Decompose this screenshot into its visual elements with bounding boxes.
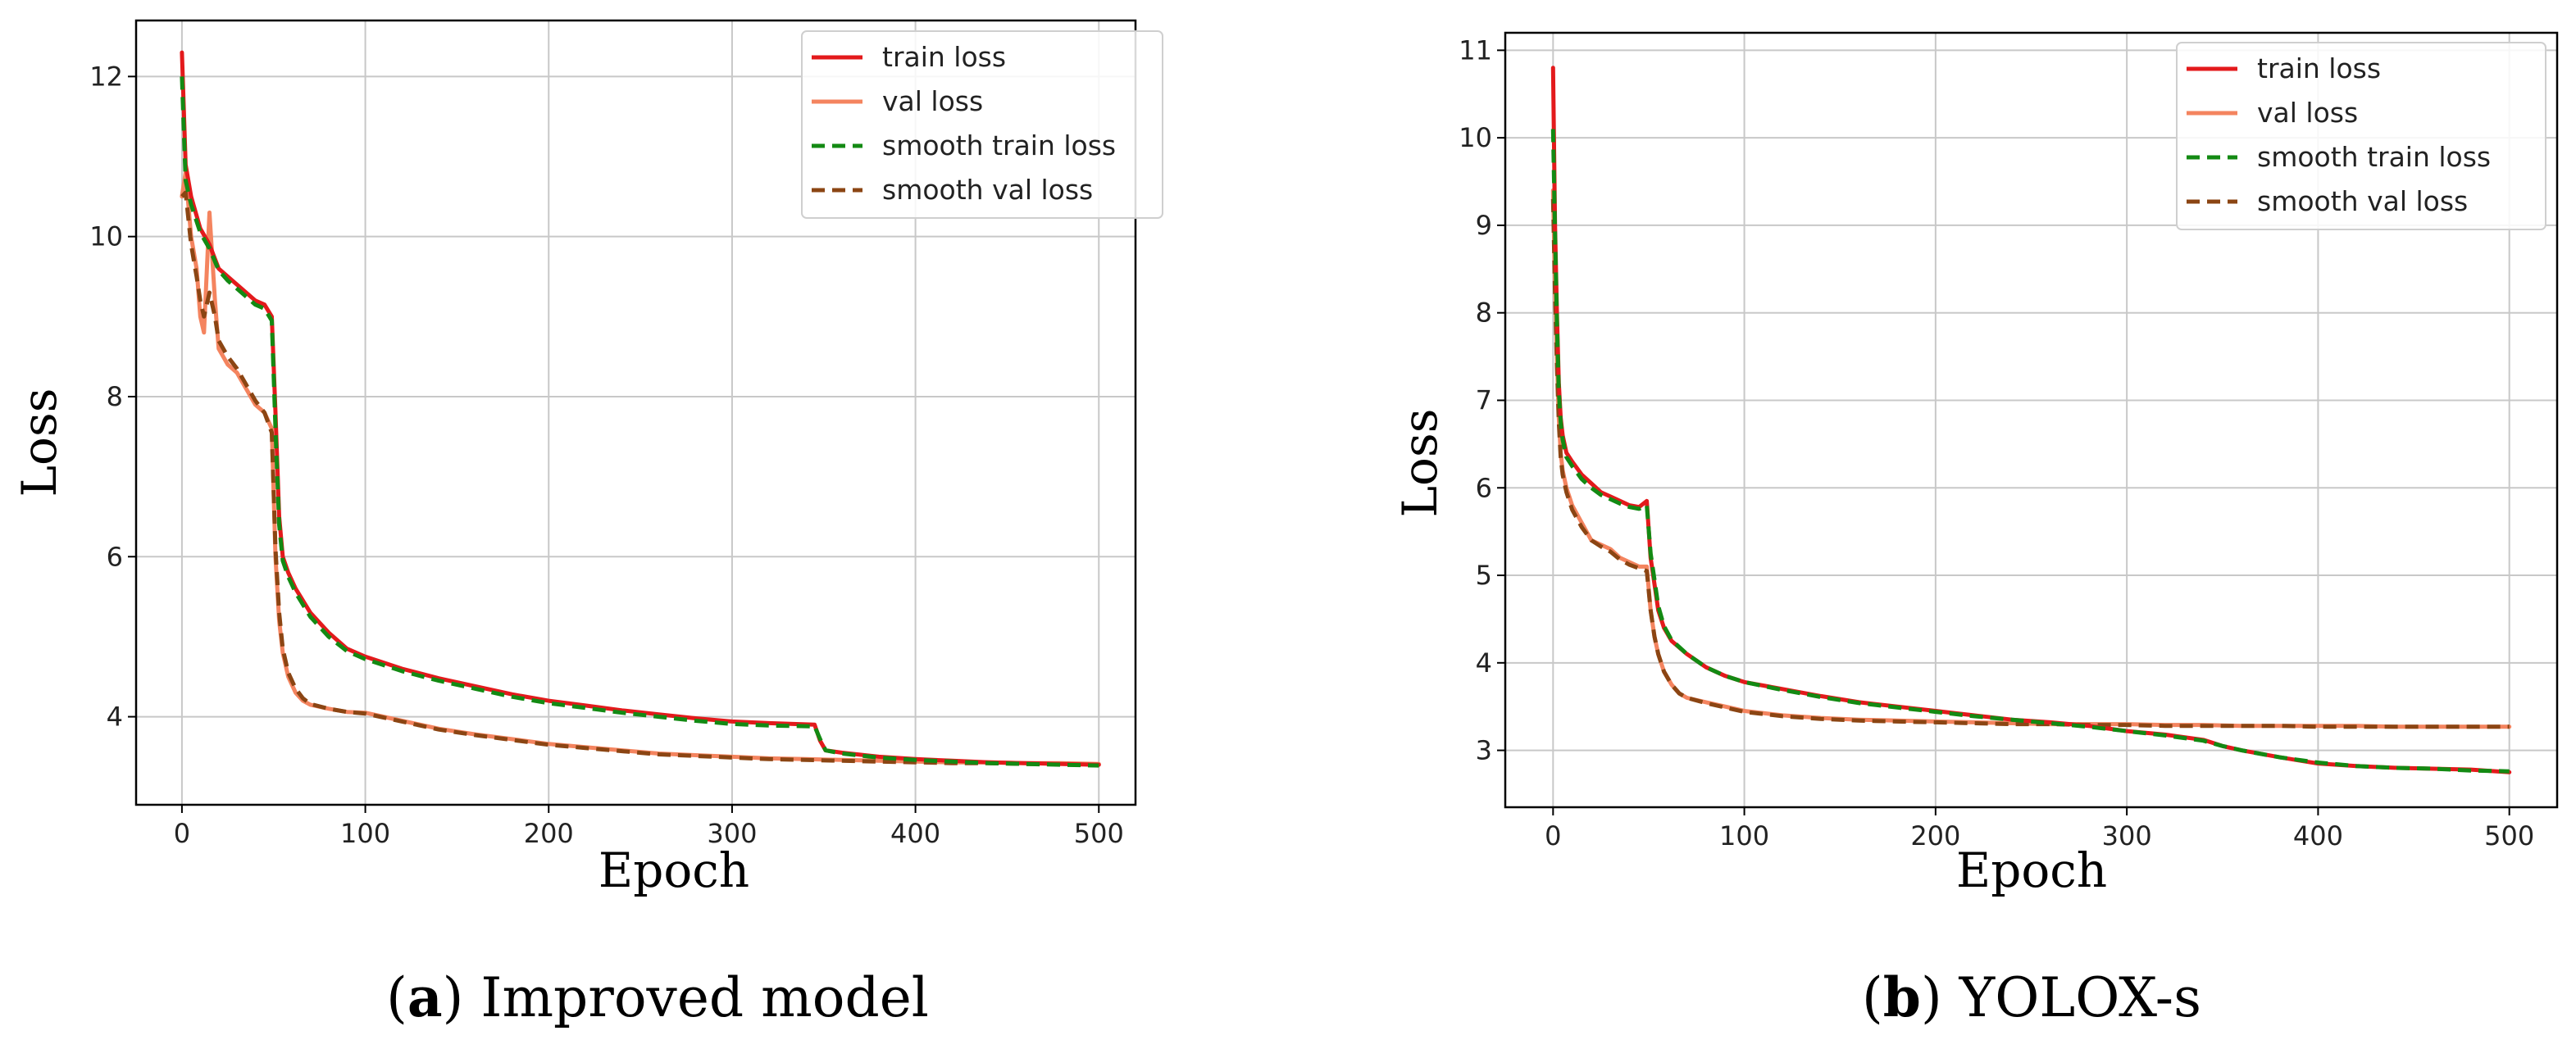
caption-b: (b) YOLOX-s [1862, 965, 2201, 1029]
chart-a-axes-frame [134, 19, 1137, 806]
chart-b-ytick-label: 11 [1459, 34, 1492, 66]
chart-a-xticks: 0 100 200 300 400 500 [174, 805, 1124, 849]
chart-a-xtick-label: 0 [174, 818, 190, 849]
chart-a-series [180, 50, 1101, 768]
caption-a-close: ) [443, 966, 464, 1029]
caption-a-text: Improved model [463, 966, 928, 1029]
chart-a-xtick-label: 500 [1074, 818, 1124, 849]
chart-b-legend-label: train loss [2257, 52, 2381, 84]
chart-b-ytick-label: 8 [1476, 297, 1492, 329]
chart-a-legend-label: val loss [882, 85, 983, 117]
chart-b-xtick-label: 0 [1545, 820, 1561, 851]
chart-b-ytick-label: 4 [1476, 647, 1492, 679]
chart-b-legend-items: train loss val loss smooth train loss smoot… [2187, 52, 2491, 217]
chart-b-xtick-label: 100 [1719, 820, 1769, 851]
chart-a-legend-label: smooth val loss [882, 174, 1093, 206]
chart-b-xtick-label: 200 [1910, 820, 1960, 851]
chart-b-legend-label: val loss [2257, 97, 2358, 129]
chart-b-legend-label: smooth train loss [2257, 141, 2491, 173]
chart-a-ytick-label: 4 [107, 702, 123, 733]
chart-b-series-smooth-train-loss [1550, 129, 2510, 774]
chart-a-legend-label: train loss [882, 41, 1006, 73]
chart-b-axes-frame [1504, 31, 2559, 809]
chart-a-series-smooth-val-loss [180, 190, 1099, 767]
chart-a-xtick-label: 200 [524, 818, 574, 849]
caption-b-open: ( [1862, 966, 1883, 1029]
chart-b-series-val-loss [1550, 188, 2512, 729]
chart-a-ytick-label: 8 [107, 381, 123, 412]
chart-b-ytick-label: 9 [1476, 210, 1492, 241]
caption-b-text: YOLOX-s [1942, 966, 2201, 1029]
chart-b-series [1550, 66, 2512, 774]
chart-b-ytick-label: 10 [1459, 122, 1492, 153]
chart-a-xtick-label: 400 [890, 818, 940, 849]
chart-a-yticks: 4 6 8 10 12 [89, 61, 136, 733]
chart-b-xlabel: Epoch [1956, 842, 2107, 898]
chart-a-series-train-loss [180, 50, 1101, 767]
chart-a-legend-box [801, 30, 1163, 219]
chart-b-xtick-label: 500 [2484, 820, 2534, 851]
chart-a-xtick-label: 300 [707, 818, 757, 849]
chart-a-series-val-loss [180, 170, 1101, 766]
chart-b-series-smooth-val-loss [1550, 198, 2510, 729]
chart-a-ytick-label: 6 [107, 541, 123, 572]
chart-a-series-smooth-train-loss [180, 76, 1099, 768]
chart-a-legend-label: smooth train loss [882, 129, 1116, 161]
chart-b-ytick-label: 7 [1476, 384, 1492, 415]
chart-b-legend-box [2176, 42, 2546, 230]
chart-a-xlabel: Epoch [598, 842, 749, 898]
chart-panel-a: 0 100 200 300 400 500 4 6 8 10 12 Epoch Loss trai… [11, 19, 1163, 898]
caption-a-open: ( [386, 966, 407, 1029]
chart-b-yticks: 3 4 5 6 7 8 9 10 11 [1459, 34, 1505, 766]
chart-b-legend-label: smooth val loss [2257, 185, 2468, 217]
chart-b-xtick-label: 300 [2102, 820, 2152, 851]
chart-b-xtick-label: 400 [2293, 820, 2343, 851]
chart-a-legend: train loss val loss smooth train loss smoot… [801, 30, 1163, 219]
caption-a-letter: a [407, 965, 443, 1029]
chart-b-ytick-label: 5 [1476, 560, 1492, 591]
chart-b-legend: train loss val loss smooth train loss smoot… [2176, 42, 2546, 230]
chart-b-ylabel: Loss [1392, 409, 1448, 518]
chart-b-ytick-label: 6 [1476, 472, 1492, 503]
chart-b-ytick-label: 3 [1476, 735, 1492, 766]
chart-b-xticks: 0 100 200 300 400 500 [1545, 807, 2534, 851]
caption-b-close: ) [1921, 966, 1942, 1029]
chart-a-ylabel: Loss [11, 388, 67, 497]
chart-a-legend-items: train loss val loss smooth train loss smoot… [812, 41, 1116, 206]
chart-a-xtick-label: 100 [340, 818, 390, 849]
chart-a-ytick-label: 12 [89, 61, 123, 92]
chart-a-ytick-label: 10 [89, 221, 123, 252]
caption-a: (a) Improved model [386, 965, 929, 1029]
caption-b-letter: b [1883, 965, 1921, 1029]
